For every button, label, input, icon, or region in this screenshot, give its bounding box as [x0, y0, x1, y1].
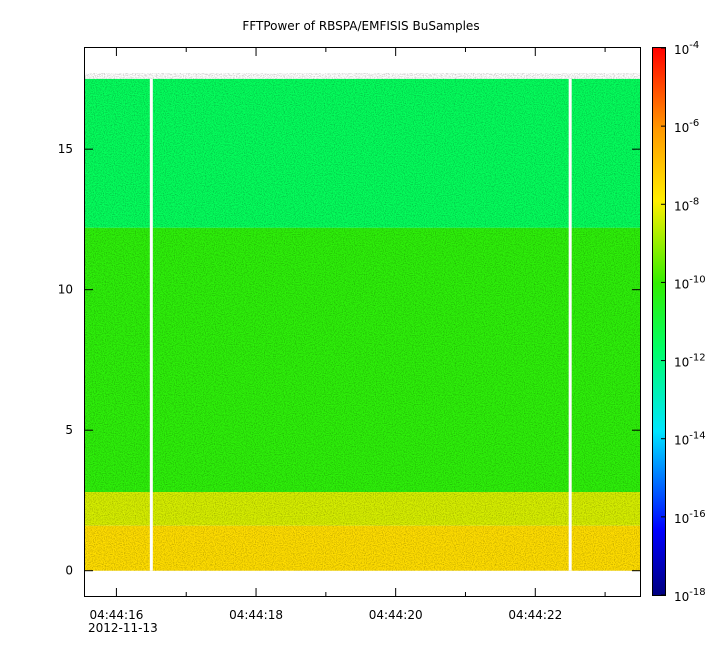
colorbar-tick-label: 10-6 [674, 118, 699, 135]
x-tick-label: 04:44:16 [89, 608, 143, 622]
y-tick-label: 0 [65, 564, 73, 578]
colorbar-tick-label: 10-14 [674, 431, 706, 448]
y-tick-label: 15 [58, 142, 73, 156]
colorbar-gradient [652, 47, 666, 596]
colorbar-tick-label: 10-16 [674, 509, 706, 526]
data-gap [568, 78, 572, 571]
y-tick-label: 10 [58, 283, 73, 297]
colorbar-tick-label: 10-8 [674, 196, 699, 213]
colorbar-tick-label: 10-10 [674, 274, 706, 291]
colorbar: 10-4 10-6 10-8 10-10 10-12 10-14 10-16 10-18 [652, 40, 706, 604]
x-tick-label: 04:44:18 [229, 608, 283, 622]
colorbar-tick-label: 10-4 [674, 40, 699, 57]
x-date-label: 2012-11-13 [88, 621, 158, 635]
y-axis: 0 5 10 15 [58, 142, 640, 578]
data-gaps [149, 78, 572, 571]
chart-title: FFTPower of RBSPA/EMFISIS BuSamples [242, 19, 479, 33]
y-tick-label: 5 [65, 423, 73, 437]
heatmap-texture [85, 73, 640, 571]
plot-area: 0 5 10 15 04:44:16 04:44:18 04:44:20 04:44:22 [58, 47, 641, 622]
colorbar-tick-label: 10-12 [674, 353, 706, 370]
x-tick-label: 04:44:22 [508, 608, 562, 622]
x-tick-label: 04:44:20 [369, 608, 423, 622]
colorbar-tick-label: 10-18 [674, 587, 706, 604]
data-gap [149, 78, 153, 571]
colorbar-axis: 10-4 10-6 10-8 10-10 10-12 10-14 10-16 10-18 [661, 40, 706, 604]
x-axis: 04:44:16 04:44:18 04:44:20 04:44:22 [89, 48, 606, 622]
plot-frame [84, 47, 641, 597]
